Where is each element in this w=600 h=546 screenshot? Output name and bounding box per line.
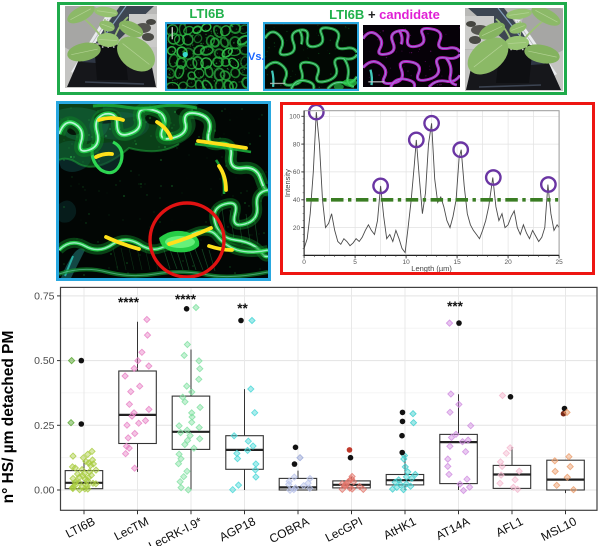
svg-text:0.00: 0.00 bbox=[34, 485, 55, 497]
svg-text:0.25: 0.25 bbox=[34, 420, 55, 432]
svg-text:LTI6B: LTI6B bbox=[63, 514, 97, 541]
svg-text:100: 100 bbox=[289, 113, 300, 120]
svg-text:Intensity: Intensity bbox=[283, 168, 292, 196]
svg-text:****: **** bbox=[118, 295, 140, 310]
svg-text:AtHK1: AtHK1 bbox=[381, 514, 419, 542]
svg-text:20: 20 bbox=[292, 224, 300, 231]
svg-text:LecTM: LecTM bbox=[112, 514, 151, 543]
svg-text:MSL10: MSL10 bbox=[539, 514, 580, 544]
svg-text:****: **** bbox=[175, 292, 197, 307]
svg-text:n° HS/ µm detached PM: n° HS/ µm detached PM bbox=[0, 331, 17, 504]
svg-text:0.50: 0.50 bbox=[34, 355, 55, 367]
svg-text:20: 20 bbox=[504, 258, 512, 265]
svg-text:COBRA: COBRA bbox=[267, 514, 311, 546]
svg-text:AGP18: AGP18 bbox=[217, 514, 258, 544]
svg-text:Length (µm): Length (µm) bbox=[411, 263, 452, 272]
svg-text:5: 5 bbox=[353, 258, 357, 265]
svg-text:0.75: 0.75 bbox=[34, 290, 55, 302]
svg-text:60: 60 bbox=[292, 169, 300, 176]
svg-text:0: 0 bbox=[302, 258, 306, 265]
svg-text:40: 40 bbox=[292, 197, 300, 204]
svg-text:LecRK-I.9*: LecRK-I.9* bbox=[146, 514, 204, 546]
svg-text:15: 15 bbox=[453, 258, 461, 265]
svg-text:***: *** bbox=[447, 299, 464, 314]
svg-text:AFL1: AFL1 bbox=[493, 514, 525, 540]
svg-text:25: 25 bbox=[555, 258, 563, 265]
svg-text:80: 80 bbox=[292, 141, 300, 148]
svg-text:LecGPI: LecGPI bbox=[323, 514, 365, 545]
svg-text:**: ** bbox=[237, 301, 248, 316]
svg-text:10: 10 bbox=[402, 258, 410, 265]
svg-text:AT14A: AT14A bbox=[434, 514, 472, 543]
